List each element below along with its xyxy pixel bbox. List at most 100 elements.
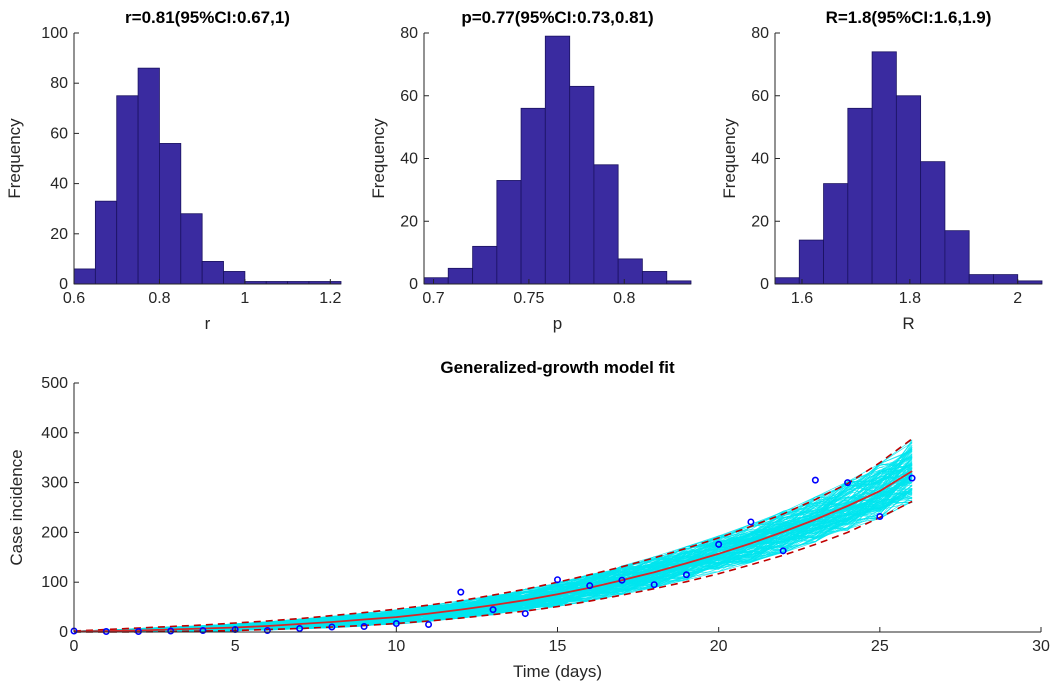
- upper-ci-line: [73, 438, 913, 632]
- x-tick-label: 0.75: [513, 290, 544, 307]
- histogram-bar: [944, 230, 970, 285]
- x-tick-label: 1: [240, 290, 249, 307]
- x-tick-label: 10: [387, 638, 405, 655]
- histogram-bar: [201, 261, 224, 285]
- histogram-bar: [94, 200, 118, 285]
- y-tick-label: 0: [409, 276, 418, 293]
- observed-data-point: [360, 623, 368, 631]
- observed-data-point: [296, 625, 304, 633]
- y-tick-label: 40: [751, 151, 769, 168]
- x-tick-label: 0.6: [63, 290, 85, 307]
- x-tick-label: 20: [710, 638, 728, 655]
- histogram-bar: [544, 35, 571, 285]
- observed-data-point: [521, 610, 529, 618]
- histogram-bar: [774, 277, 800, 285]
- y-tick-label: 100: [41, 574, 68, 591]
- x-axis-label: p: [553, 314, 562, 333]
- simulated-fit-line: [73, 457, 913, 632]
- x-tick-label: 15: [549, 638, 567, 655]
- x-tick-label: 25: [871, 638, 889, 655]
- observed-data-point: [682, 571, 690, 579]
- x-tick-label: 0: [70, 638, 79, 655]
- chart-title: R=1.8(95%CI:1.6,1.9): [826, 8, 992, 27]
- observed-data-point: [553, 576, 561, 584]
- y-tick-label: 60: [50, 125, 68, 142]
- chart-title: Generalized-growth model fit: [440, 358, 675, 377]
- y-tick-label: 20: [50, 226, 68, 243]
- histogram-bar: [423, 277, 449, 285]
- chart-title: p=0.77(95%CI:0.73,0.81): [461, 8, 653, 27]
- observed-data-point: [489, 606, 497, 614]
- x-tick-label: 2: [1013, 290, 1022, 307]
- y-tick-label: 60: [400, 88, 418, 105]
- histogram-bar: [137, 67, 160, 285]
- y-tick-label: 400: [41, 425, 68, 442]
- y-tick-label: 40: [50, 176, 68, 193]
- x-tick-label: 1.8: [899, 290, 921, 307]
- observed-data-point: [876, 512, 884, 520]
- histogram-R-panel: 1.6 1.8 2020406080RFrequencyR=1.8(95%CI:1.…: [720, 8, 1043, 333]
- observed-data-point: [263, 627, 271, 635]
- histogram-bar: [968, 274, 994, 285]
- observed-data-point: [747, 518, 755, 526]
- observed-data-point: [425, 621, 433, 629]
- histogram-bar: [993, 274, 1019, 285]
- x-axis-label: Time (days): [513, 662, 602, 681]
- observed-data-point: [779, 547, 787, 555]
- histogram-bar: [593, 164, 619, 285]
- y-tick-label: 80: [400, 25, 418, 42]
- mean-fit-line: [73, 470, 913, 633]
- y-tick-label: 0: [59, 624, 68, 641]
- observed-data-point: [650, 581, 658, 589]
- y-tick-label: 500: [41, 375, 68, 392]
- observed-data-point: [844, 479, 852, 487]
- histogram-bar: [159, 143, 182, 285]
- histogram-p-panel: 0.7 0.75 0.8 0 20 40 60 80 p Frequency p=0.77(95%C…: [369, 8, 692, 333]
- chart-title: r=0.81(95%CI:0.67,1): [125, 8, 290, 27]
- histogram-bar: [520, 107, 546, 285]
- y-tick-label: 60: [751, 88, 769, 105]
- histogram-bar: [641, 271, 668, 285]
- histogram-bar: [823, 183, 849, 285]
- x-tick-label: 0.7: [422, 290, 444, 307]
- x-tick-label: 0.8: [148, 290, 170, 307]
- observed-data-point: [199, 627, 207, 635]
- y-tick-label: 300: [41, 475, 68, 492]
- histogram-bar: [472, 245, 498, 285]
- y-tick-label: 0: [59, 276, 68, 293]
- observed-data-point: [586, 582, 594, 590]
- x-tick-label: 1.6: [791, 290, 813, 307]
- y-tick-label: 0: [760, 276, 769, 293]
- y-tick-label: 20: [751, 213, 769, 230]
- y-tick-label: 100: [41, 25, 68, 42]
- histogram-bar: [871, 51, 897, 285]
- y-axis-label: Frequency: [5, 118, 24, 199]
- observed-data-point: [167, 627, 175, 635]
- observed-data-point: [811, 476, 819, 484]
- y-tick-label: 20: [400, 213, 418, 230]
- histogram-bar: [895, 95, 922, 285]
- x-tick-label: 1.2: [319, 290, 341, 307]
- observed-data-point: [392, 620, 400, 628]
- histogram-bar: [798, 239, 824, 285]
- histogram-bar: [617, 258, 643, 285]
- histogram-bar: [73, 268, 96, 285]
- y-tick-label: 40: [400, 151, 418, 168]
- y-axis-label: Frequency: [369, 118, 388, 199]
- histogram-bar: [180, 213, 203, 285]
- x-tick-label: 30: [1032, 638, 1050, 655]
- histogram-bar: [569, 85, 595, 285]
- observed-data-point: [908, 474, 916, 482]
- y-axis-label: Frequency: [720, 118, 739, 199]
- y-tick-label: 80: [50, 75, 68, 92]
- y-tick-label: 200: [41, 524, 68, 541]
- y-tick-label: 80: [751, 25, 769, 42]
- y-axis-label: Case incidence: [7, 449, 26, 565]
- histogram-r-panel: 0.6 0.8 1 1.2 0 20 40 60 80 100 r Frequency r=0.81(9…: [5, 8, 342, 333]
- histogram-bar: [496, 180, 522, 285]
- histogram-bar: [447, 267, 474, 285]
- simulated-fits: [73, 439, 913, 633]
- simulated-fit-line: [73, 457, 913, 632]
